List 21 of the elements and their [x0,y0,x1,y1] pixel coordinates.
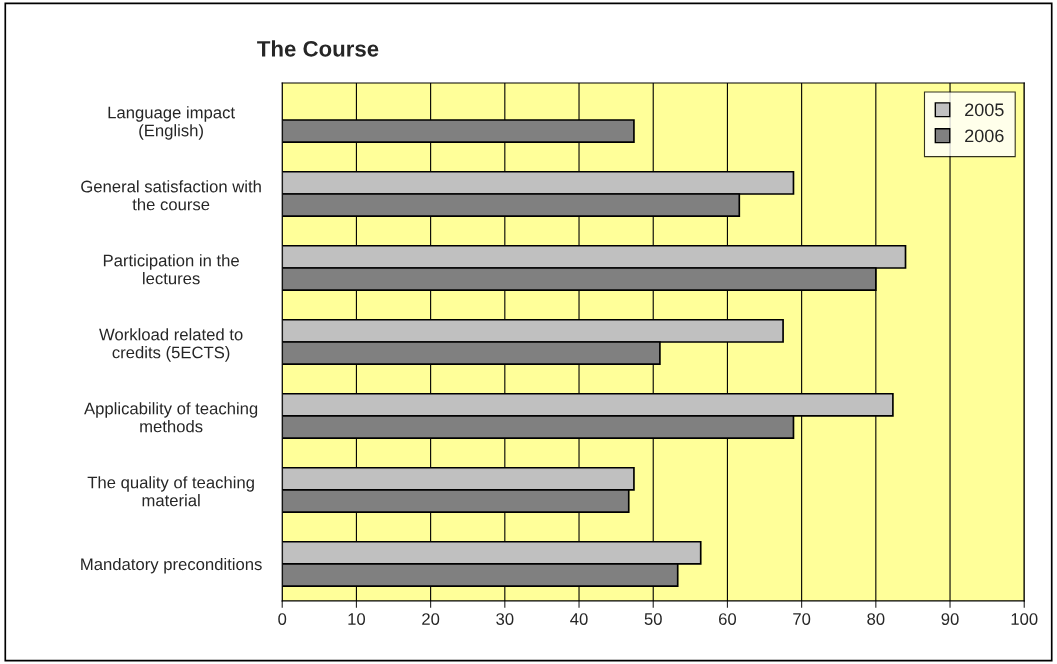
x-tick-label: 50 [644,613,662,625]
x-tick-label: 30 [496,613,514,625]
x-tick-label: 60 [719,613,737,625]
x-tick-label: 10 [348,613,366,625]
y-tick-label: Language impact (English) [108,106,235,140]
x-tick-label: 0 [278,613,287,625]
y-tick-label: The quality of teaching material [87,476,254,507]
legend-label: 2005 [965,103,1004,117]
legend-label: 2006 [965,129,1004,143]
x-tick-label: 100 [1011,613,1038,625]
x-tick-label: 20 [422,613,440,625]
y-tick-label: Participation in the lectures [103,254,239,285]
y-tick-label: Mandatory preconditions [81,557,262,574]
y-tick-label: Applicability of teaching methods [84,402,258,433]
chart-title: The Course [257,40,379,57]
x-tick-label: 70 [793,613,811,625]
x-tick-label: 40 [570,613,588,625]
x-tick-label: 90 [941,613,959,625]
y-tick-label: General satisfaction with the course [81,180,261,211]
y-tick-label: Workload related to credits (5ECTS) [99,328,243,362]
x-tick-label: 80 [867,613,885,625]
